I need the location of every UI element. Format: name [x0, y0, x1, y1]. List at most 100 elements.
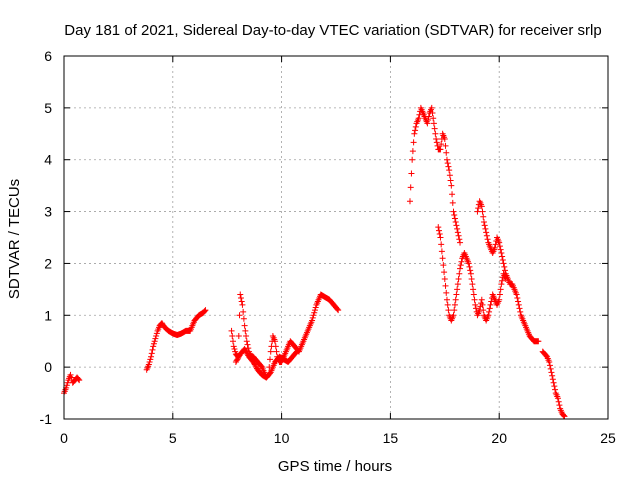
- data-point: [535, 338, 542, 345]
- data-point: [410, 139, 417, 146]
- data-point: [233, 357, 240, 364]
- data-point: [293, 349, 300, 356]
- data-point: [242, 327, 249, 334]
- data-point: [484, 236, 491, 243]
- data-point: [311, 309, 318, 316]
- data-point: [455, 232, 462, 239]
- data-point: [546, 358, 553, 365]
- data-point: [442, 142, 449, 149]
- data-point: [549, 376, 556, 383]
- data-point: [272, 338, 279, 345]
- data-point: [63, 382, 70, 389]
- data-point: [232, 348, 239, 355]
- data-point: [514, 295, 521, 301]
- data-point: [230, 343, 237, 350]
- data-point: [244, 341, 251, 348]
- data-point: [453, 222, 460, 229]
- data-point: [472, 305, 479, 312]
- data-point: [479, 208, 486, 215]
- x-tick-label: 10: [274, 430, 290, 446]
- data-point: [436, 231, 443, 238]
- data-point: [239, 301, 246, 308]
- data-point: [438, 141, 445, 148]
- data-point: [237, 291, 244, 298]
- data-point: [433, 135, 440, 142]
- y-tick-label: 5: [44, 100, 52, 116]
- plot-frame: [63, 55, 609, 420]
- data-point: [555, 398, 562, 405]
- data-point: [266, 370, 273, 377]
- data-point: [468, 275, 475, 282]
- data-point: [550, 379, 557, 386]
- data-point: [335, 307, 342, 314]
- data-point: [492, 241, 499, 248]
- data-point: [470, 291, 477, 298]
- data-point: [444, 160, 451, 167]
- data-point: [481, 222, 488, 229]
- data-point: [235, 355, 242, 362]
- data-point: [437, 146, 444, 153]
- data-point: [452, 296, 459, 303]
- data-point: [240, 315, 247, 322]
- data-point: [148, 350, 155, 357]
- data-point: [551, 383, 558, 390]
- data-point: [457, 265, 464, 272]
- data-point: [449, 191, 456, 198]
- data-point: [451, 301, 458, 308]
- data-point: [469, 281, 476, 288]
- data-point: [483, 232, 490, 239]
- data-point: [440, 262, 447, 269]
- data-point: [293, 348, 300, 355]
- data-point: [451, 215, 458, 222]
- data-point: [230, 338, 237, 345]
- data-point: [515, 298, 522, 305]
- data-point: [478, 296, 485, 303]
- chart-title: Day 181 of 2021, Sidereal Day-to-day VTE…: [64, 22, 601, 39]
- data-point: [145, 361, 152, 368]
- data-point: [442, 282, 449, 289]
- data-point: [499, 277, 506, 284]
- data-point: [434, 142, 441, 149]
- data-point: [149, 346, 156, 353]
- data-point: [499, 256, 506, 263]
- data-point: [445, 307, 452, 314]
- data-point: [235, 333, 242, 340]
- data-point: [455, 275, 462, 282]
- data-point: [147, 356, 154, 363]
- data-point: [441, 135, 448, 142]
- data-point: [454, 286, 461, 293]
- x-tick-label: 15: [383, 430, 399, 446]
- data-point: [309, 314, 316, 321]
- data-point: [457, 262, 464, 269]
- data-point: [75, 376, 82, 383]
- data-point: [516, 305, 523, 312]
- y-axis-label: SDTVAR / TECUs: [6, 179, 23, 299]
- data-point: [480, 218, 487, 225]
- data-point: [517, 308, 524, 315]
- data-point: [243, 348, 250, 355]
- data-point: [547, 365, 554, 372]
- data-point: [479, 301, 486, 308]
- data-point: [424, 120, 431, 127]
- data-point: [241, 322, 248, 329]
- data-point: [235, 353, 242, 360]
- data-point: [146, 358, 153, 365]
- x-tick-label: 5: [169, 430, 177, 446]
- data-point: [467, 270, 474, 277]
- data-point: [435, 224, 442, 231]
- data-point: [250, 358, 257, 365]
- data-point: [430, 120, 437, 127]
- data-point: [267, 348, 274, 355]
- y-tick-label: 3: [44, 204, 52, 220]
- data-point: [232, 358, 239, 365]
- y-tick-label: 2: [44, 255, 52, 271]
- data-point: [150, 340, 157, 347]
- data-point: [148, 353, 155, 360]
- data-point: [444, 301, 451, 308]
- data-point: [238, 298, 245, 305]
- y-tick-label: -1: [40, 411, 53, 427]
- data-point: [497, 286, 504, 293]
- y-tick-label: 4: [44, 152, 52, 168]
- data-point: [496, 243, 503, 250]
